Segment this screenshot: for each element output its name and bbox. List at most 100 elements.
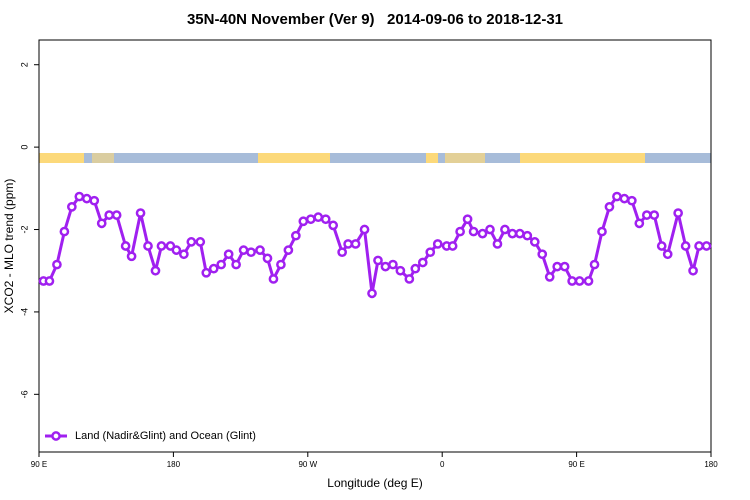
data-point [589, 259, 600, 270]
data-point [468, 226, 479, 237]
data-point [612, 191, 622, 202]
data-point [492, 239, 503, 249]
data-point [291, 230, 301, 241]
data-point [350, 239, 361, 249]
data-point [208, 263, 219, 274]
data-point [694, 241, 704, 251]
data-point [89, 195, 100, 206]
y-tick-label: -2 [19, 226, 29, 234]
data-point [44, 276, 55, 286]
data-point [201, 267, 212, 278]
land-band [92, 153, 114, 163]
data-point [320, 214, 331, 225]
data-point [485, 224, 495, 235]
data-point [179, 249, 189, 260]
data-point [507, 228, 518, 239]
data-point [238, 245, 249, 255]
data-point [283, 245, 294, 255]
data-point [537, 249, 548, 260]
data-point [455, 226, 465, 237]
data-point [81, 193, 92, 204]
data-point [462, 214, 473, 225]
data-point [529, 237, 540, 247]
data-point [425, 247, 436, 258]
y-tick-label: 0 [19, 145, 29, 150]
data-point [298, 216, 309, 227]
chart-title: 35N-40N November (Ver 9) 2014-09-06 to 2… [187, 11, 563, 28]
data-point [544, 272, 555, 282]
data-point [522, 230, 533, 241]
data-point [641, 210, 652, 220]
data-point [343, 239, 353, 249]
data-point [477, 228, 488, 239]
data-point [500, 224, 510, 235]
data-point [649, 210, 660, 220]
data-point [186, 237, 197, 247]
data-point [262, 253, 273, 264]
data-point [634, 218, 645, 229]
data-point [337, 247, 347, 258]
x-tick-label: 180 [704, 460, 718, 469]
data-point [171, 245, 182, 255]
data-point [231, 259, 241, 270]
x-tick-label: 90 W [298, 460, 317, 469]
data-point [604, 202, 615, 212]
data-point [574, 276, 585, 286]
x-tick-label: 90 E [568, 460, 584, 469]
data-point [328, 220, 339, 231]
data-point [688, 265, 698, 276]
data-point [552, 261, 563, 272]
land-band [39, 153, 84, 163]
data-point [432, 239, 443, 249]
y-tick-label: -4 [19, 308, 29, 316]
data-point [195, 237, 206, 247]
data-point [313, 212, 324, 223]
legend-label: Land (Nadir&Glint) and Ocean (Glint) [75, 430, 256, 442]
data-point [673, 208, 683, 218]
land-band [445, 153, 485, 163]
surface-band [39, 153, 711, 163]
data-point [680, 241, 691, 251]
data-point [74, 191, 85, 202]
data-point [656, 241, 667, 251]
data-point [255, 245, 265, 255]
data-point [276, 259, 286, 270]
data-point [104, 210, 115, 220]
data-point [559, 261, 570, 272]
x-tick-label: 90 E [31, 460, 47, 469]
data-point [120, 241, 131, 251]
data-point [268, 274, 279, 284]
data-point [305, 214, 316, 225]
data-point [380, 261, 391, 272]
data-point [150, 265, 161, 276]
legend-marker [51, 431, 61, 441]
data-point [67, 202, 77, 212]
y-tick-label: -6 [19, 390, 29, 398]
data-point [619, 193, 630, 204]
data-point [410, 263, 421, 274]
data-point [567, 276, 577, 286]
data-point [59, 226, 70, 237]
data-point [223, 249, 234, 260]
data-point [359, 224, 370, 235]
land-band [426, 153, 438, 163]
y-axis-label: XCO2 - MLO trend (ppm) [2, 179, 16, 314]
ocean-band [39, 153, 711, 163]
data-point [367, 288, 377, 299]
data-point [417, 257, 428, 268]
data-point [583, 276, 594, 286]
data-point [662, 249, 673, 260]
data-point [373, 255, 383, 266]
data-point [216, 259, 227, 270]
data-point [156, 241, 167, 251]
x-tick-label: 0 [440, 460, 445, 469]
land-band [258, 153, 330, 163]
data-point [515, 228, 525, 239]
data-point [143, 241, 153, 251]
data-point [627, 195, 637, 206]
data-point [404, 274, 415, 284]
data-point [395, 265, 406, 276]
data-point [126, 251, 137, 262]
